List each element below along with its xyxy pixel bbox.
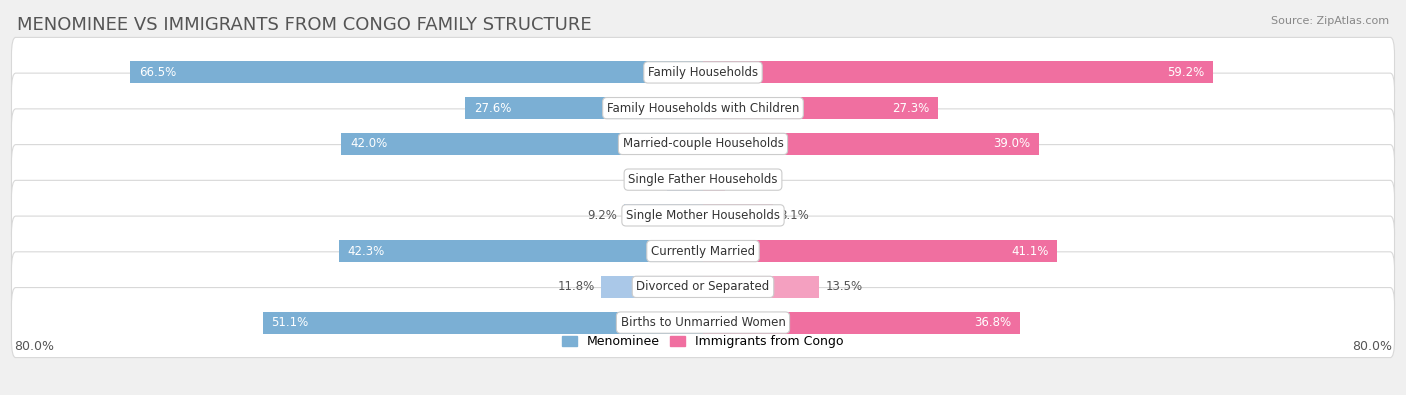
Bar bbox=[342, 133, 703, 155]
Text: 36.8%: 36.8% bbox=[974, 316, 1011, 329]
FancyBboxPatch shape bbox=[11, 252, 1395, 322]
Text: 39.0%: 39.0% bbox=[993, 137, 1031, 150]
Text: Single Father Households: Single Father Households bbox=[628, 173, 778, 186]
Text: 66.5%: 66.5% bbox=[139, 66, 176, 79]
Bar bbox=[703, 312, 1019, 334]
Text: 42.3%: 42.3% bbox=[347, 245, 385, 258]
Text: Currently Married: Currently Married bbox=[651, 245, 755, 258]
Text: Divorced or Separated: Divorced or Separated bbox=[637, 280, 769, 293]
Text: Family Households: Family Households bbox=[648, 66, 758, 79]
Text: 80.0%: 80.0% bbox=[1353, 340, 1392, 354]
Text: Births to Unmarried Women: Births to Unmarried Women bbox=[620, 316, 786, 329]
Text: Source: ZipAtlas.com: Source: ZipAtlas.com bbox=[1271, 16, 1389, 26]
Bar bbox=[703, 169, 724, 191]
Bar bbox=[703, 240, 1057, 262]
Bar bbox=[703, 204, 773, 226]
Bar bbox=[465, 97, 703, 119]
Bar bbox=[703, 61, 1213, 83]
Text: 8.1%: 8.1% bbox=[780, 209, 810, 222]
Text: 4.2%: 4.2% bbox=[630, 173, 659, 186]
Text: 51.1%: 51.1% bbox=[271, 316, 309, 329]
FancyBboxPatch shape bbox=[11, 288, 1395, 357]
Text: 27.3%: 27.3% bbox=[893, 102, 929, 115]
FancyBboxPatch shape bbox=[11, 216, 1395, 286]
Text: Single Mother Households: Single Mother Households bbox=[626, 209, 780, 222]
Text: 59.2%: 59.2% bbox=[1167, 66, 1204, 79]
Bar bbox=[703, 133, 1039, 155]
Text: 9.2%: 9.2% bbox=[588, 209, 617, 222]
Bar bbox=[703, 97, 938, 119]
Bar bbox=[624, 204, 703, 226]
Bar bbox=[339, 240, 703, 262]
Text: 42.0%: 42.0% bbox=[350, 137, 387, 150]
Text: 2.5%: 2.5% bbox=[731, 173, 761, 186]
Text: 41.1%: 41.1% bbox=[1011, 245, 1049, 258]
FancyBboxPatch shape bbox=[11, 73, 1395, 143]
Bar bbox=[703, 276, 820, 298]
Bar bbox=[263, 312, 703, 334]
Text: Married-couple Households: Married-couple Households bbox=[623, 137, 783, 150]
Bar bbox=[602, 276, 703, 298]
Text: 11.8%: 11.8% bbox=[557, 280, 595, 293]
FancyBboxPatch shape bbox=[11, 145, 1395, 214]
Text: 13.5%: 13.5% bbox=[827, 280, 863, 293]
FancyBboxPatch shape bbox=[11, 38, 1395, 107]
Text: Family Households with Children: Family Households with Children bbox=[607, 102, 799, 115]
Legend: Menominee, Immigrants from Congo: Menominee, Immigrants from Congo bbox=[557, 330, 849, 354]
Bar bbox=[666, 169, 703, 191]
FancyBboxPatch shape bbox=[11, 181, 1395, 250]
FancyBboxPatch shape bbox=[11, 109, 1395, 179]
Text: 80.0%: 80.0% bbox=[14, 340, 53, 354]
Text: 27.6%: 27.6% bbox=[474, 102, 512, 115]
Bar bbox=[131, 61, 703, 83]
Text: MENOMINEE VS IMMIGRANTS FROM CONGO FAMILY STRUCTURE: MENOMINEE VS IMMIGRANTS FROM CONGO FAMIL… bbox=[17, 16, 592, 34]
